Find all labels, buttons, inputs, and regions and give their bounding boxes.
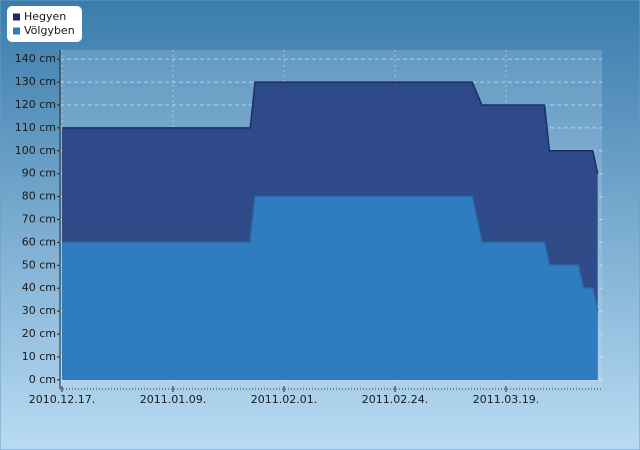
y-tick-label: 20 cm: [22, 327, 56, 340]
legend-swatch: [13, 13, 20, 21]
legend-label: Völgyben: [24, 24, 75, 37]
y-tick-label: 130 cm: [15, 75, 56, 88]
y-tick-label: 40 cm: [22, 281, 56, 294]
y-tick-label: 50 cm: [22, 258, 56, 271]
area: [62, 196, 598, 380]
area-line: [62, 81, 599, 174]
y-tick-label: 80 cm: [22, 190, 56, 203]
legend-swatch: [13, 27, 20, 35]
y-tick-label: 10 cm: [22, 350, 56, 363]
legend-label: Hegyen: [24, 10, 66, 23]
y-tick-label: 120 cm: [15, 98, 56, 111]
x-tick-label: 2010.12.17.: [29, 393, 95, 406]
x-tick-label: 2011.01.09.: [140, 393, 206, 406]
y-tick-label: 140 cm: [15, 52, 56, 65]
x-tick-label: 2011.03.19.: [473, 393, 539, 406]
y-tick-label: 110 cm: [15, 121, 56, 134]
legend: [7, 6, 82, 42]
area-line: [62, 195, 599, 312]
y-tick-label: 0 cm: [29, 373, 56, 386]
x-tick-label: 2011.02.24.: [362, 393, 428, 406]
y-tick-label: 90 cm: [22, 167, 56, 180]
y-tick-label: 70 cm: [22, 213, 56, 226]
y-tick-label: 60 cm: [22, 235, 56, 248]
y-tick-label: 100 cm: [15, 144, 56, 157]
y-tick-label: 30 cm: [22, 304, 56, 317]
x-tick-label: 2011.02.01.: [251, 393, 317, 406]
